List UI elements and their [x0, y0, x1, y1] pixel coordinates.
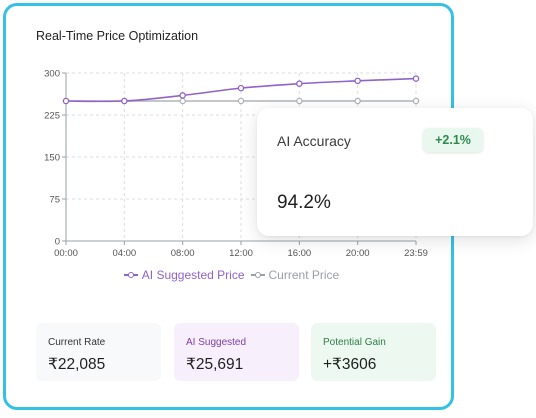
- x-tick-label: 16:00: [287, 248, 311, 259]
- y-tick-label: 300: [44, 69, 60, 80]
- data-point-ai-suggested: [354, 77, 361, 85]
- data-point-ai-suggested: [412, 75, 420, 82]
- data-point-ai-suggested: [179, 92, 186, 99]
- legend-ai-label: AI Suggested Price: [141, 268, 245, 282]
- card-title: Real-Time Price Optimization: [36, 29, 199, 43]
- stat-current-rate-value: ₹22,085: [48, 356, 106, 373]
- legend-current-marker-icon: [250, 270, 265, 280]
- stat-ai-suggested-value: ₹25,691: [186, 356, 244, 373]
- stat-potential-gain-label: Potential Gain: [323, 337, 386, 348]
- data-point-current-price: [354, 97, 361, 105]
- data-point-current-price: [296, 97, 303, 105]
- ai-accuracy-change-badge: +2.1%: [423, 128, 483, 152]
- stat-potential-gain: Potential Gain +₹3606: [311, 323, 436, 381]
- data-point-current-price: [179, 97, 186, 105]
- data-point-ai-suggested: [121, 97, 128, 105]
- ai-accuracy-card: AI Accuracy +2.1% 94.2%: [257, 108, 533, 236]
- data-point-current-price: [237, 97, 245, 105]
- legend-current-label: Current Price: [268, 268, 340, 282]
- stat-ai-suggested-label: AI Suggested: [186, 337, 247, 348]
- chart-legend: AI Suggested Price Current Price: [6, 268, 457, 282]
- x-tick-label: 23:59: [404, 248, 428, 259]
- legend-current-price[interactable]: Current Price: [250, 268, 340, 282]
- legend-ai-suggested[interactable]: AI Suggested Price: [123, 268, 245, 282]
- data-point-ai-suggested: [237, 84, 245, 92]
- x-tick-label: 08:00: [171, 248, 195, 259]
- x-tick-label: 20:00: [346, 248, 370, 259]
- ai-accuracy-label: AI Accuracy: [277, 133, 351, 149]
- y-tick-label: 225: [44, 111, 60, 122]
- stat-ai-suggested: AI Suggested ₹25,691: [174, 323, 299, 381]
- stat-potential-gain-value: +₹3606: [323, 356, 377, 373]
- x-tick-label: 00:00: [54, 248, 78, 259]
- legend-ai-marker-icon: [123, 270, 138, 280]
- x-tick-label: 04:00: [112, 248, 136, 259]
- x-tick-label: 12:00: [229, 248, 253, 259]
- ai-accuracy-value: 94.2%: [277, 192, 331, 213]
- data-point-current-price: [412, 97, 420, 105]
- y-tick-label: 0: [55, 237, 60, 248]
- stat-current-rate: Current Rate ₹22,085: [36, 323, 161, 381]
- stat-current-rate-label: Current Rate: [48, 337, 106, 348]
- data-point-ai-suggested: [62, 97, 70, 105]
- y-tick-label: 150: [44, 153, 60, 164]
- data-point-ai-suggested: [296, 80, 303, 87]
- y-tick-label: 75: [49, 195, 60, 206]
